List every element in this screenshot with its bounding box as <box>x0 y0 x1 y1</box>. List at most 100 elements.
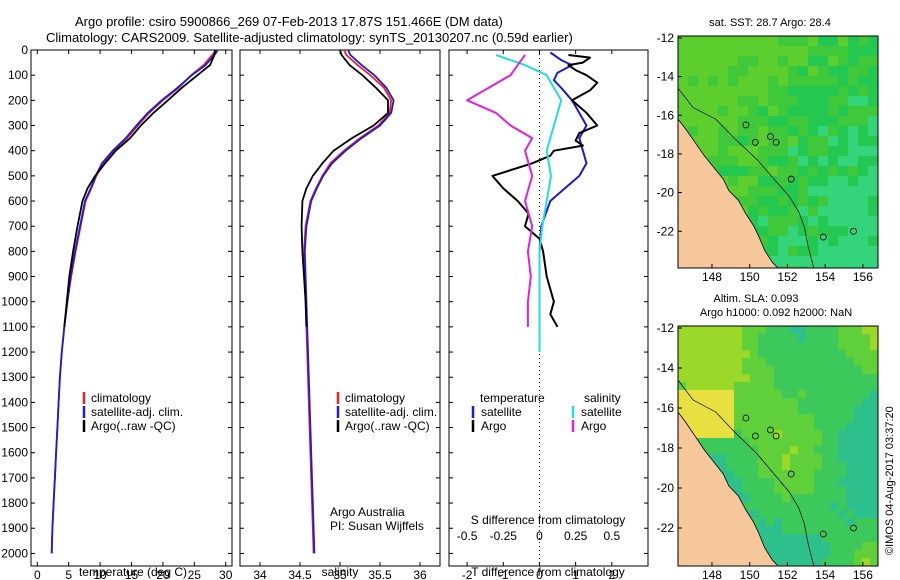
map-cell <box>734 430 743 439</box>
y-tick-label: 900 <box>8 270 28 284</box>
map-cell <box>718 438 727 447</box>
map-cell <box>778 106 789 117</box>
map-cell <box>814 438 823 447</box>
map-cell <box>678 358 687 367</box>
map-cell <box>750 422 759 431</box>
map-cell <box>858 146 869 157</box>
y-tick-label: 100 <box>8 68 28 82</box>
map-cell <box>778 76 789 87</box>
y-tick-label: 300 <box>8 119 28 133</box>
map-cell <box>858 186 869 197</box>
map-cell <box>818 266 829 268</box>
map-cell <box>718 156 729 167</box>
map-cell <box>782 422 791 431</box>
map-cell <box>822 374 831 383</box>
map-cell <box>814 534 823 543</box>
map-cell <box>870 462 878 471</box>
map-cell <box>758 186 769 197</box>
map-cell <box>748 136 759 147</box>
map-cell <box>818 256 829 267</box>
map-cell <box>830 478 839 487</box>
map-cell <box>862 550 871 559</box>
map-cell <box>766 366 775 375</box>
map-cell <box>678 76 689 87</box>
island-outline <box>751 138 759 146</box>
map-cell <box>870 406 878 415</box>
map-field <box>678 36 878 268</box>
map-cell <box>742 366 751 375</box>
map-cell <box>738 156 749 167</box>
map-cell <box>798 454 807 463</box>
map-cell <box>838 66 849 77</box>
map-cell <box>858 196 869 207</box>
sla-map-title-2: Argo h1000: 0.092 h2000: NaN <box>700 307 852 319</box>
y-tick-label: 200 <box>8 93 28 107</box>
map-cell <box>854 550 863 559</box>
map-cell <box>838 46 849 57</box>
map-cell <box>748 76 759 87</box>
map-cell <box>854 390 863 399</box>
map-cell <box>742 326 751 335</box>
map-cell <box>728 156 739 167</box>
map-cell <box>806 414 815 423</box>
map-cell <box>798 374 807 383</box>
map-cell <box>814 342 823 351</box>
map-cell <box>828 46 839 57</box>
map-cell <box>728 96 739 107</box>
map-cell <box>758 526 767 535</box>
map-cell <box>768 86 779 97</box>
map-cell <box>750 326 759 335</box>
map-cell <box>798 446 807 455</box>
map-cell <box>848 116 859 127</box>
map-cell <box>778 66 789 77</box>
map-cell <box>742 446 751 455</box>
map-cell <box>694 350 703 359</box>
map-cell <box>766 398 775 407</box>
map-cell <box>738 126 749 137</box>
map-cell <box>870 542 878 551</box>
map-cell <box>790 406 799 415</box>
map-cell <box>774 438 783 447</box>
map-cell <box>782 342 791 351</box>
map-cell <box>782 542 791 551</box>
shelf-contour <box>678 379 815 566</box>
map-cell <box>708 46 719 57</box>
map-cell <box>750 398 759 407</box>
map-cell <box>858 166 869 177</box>
map-cell <box>718 106 729 117</box>
map-cell <box>782 550 791 559</box>
map-cell <box>758 46 769 57</box>
map-cell <box>808 116 819 127</box>
map-cell <box>694 390 703 399</box>
x-tick-label: 15 <box>125 568 139 580</box>
map-cell <box>798 430 807 439</box>
map-cell <box>750 478 759 487</box>
island-outline <box>787 175 795 183</box>
map-cell <box>766 414 775 423</box>
map-x-tick-label: 156 <box>853 270 873 284</box>
map-cell <box>814 422 823 431</box>
map-cell <box>798 534 807 543</box>
map-cell <box>728 106 739 117</box>
map-cell <box>758 534 767 543</box>
map-cell <box>718 36 729 47</box>
map-cell <box>782 430 791 439</box>
map-cell <box>806 534 815 543</box>
series-line-argo-raw-qc- <box>300 50 389 327</box>
map-cell <box>790 374 799 383</box>
map-cell <box>830 334 839 343</box>
map-cell <box>858 86 869 97</box>
map-cell <box>766 350 775 359</box>
map-cell <box>846 342 855 351</box>
map-cell <box>758 226 769 237</box>
map-cell <box>768 106 779 117</box>
map-cell <box>830 326 839 335</box>
map-cell <box>768 46 779 57</box>
map-cell <box>774 366 783 375</box>
x-tick-label: 36 <box>413 568 427 580</box>
map-cell <box>702 422 711 431</box>
map-cell <box>858 76 869 87</box>
map-cell <box>808 66 819 77</box>
map-cell <box>708 116 719 127</box>
map-cell <box>702 438 711 447</box>
